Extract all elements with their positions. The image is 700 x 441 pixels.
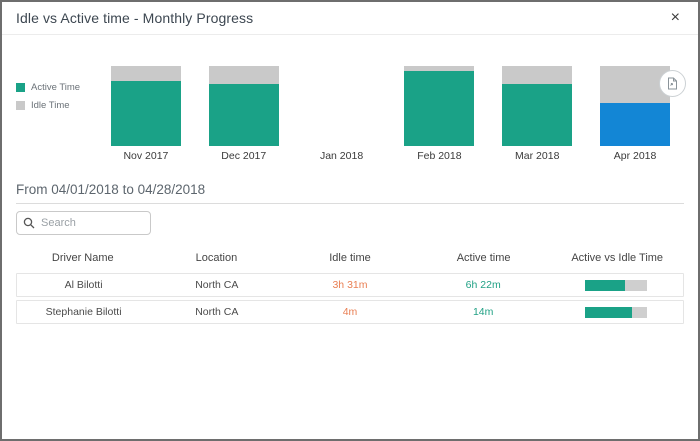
legend-item-idle-time[interactable]: Idle Time [16,100,97,111]
search-box [16,211,151,235]
chart-category-labels: Nov 2017 Dec 2017 Jan 2018 Feb 2018 Mar 2018… [97,150,684,162]
filter-section: From 04/01/2018 to 04/28/2018 [2,182,698,204]
idle-time-cell: 4m [342,306,358,318]
bar-month-nov-2017[interactable] [110,66,181,146]
bar-month-mar-2018[interactable] [502,66,573,146]
bar-segment-idle [208,66,279,84]
location-cell: North CA [195,306,239,318]
category-label: Jan 2018 [319,150,364,162]
table-body: Al Bilotti North CA 3h 31m 6h 22m Stephanie … [16,273,684,324]
progress-bar-fill [585,279,626,291]
active-vs-idle-cell [550,306,683,318]
active-time-cell: 6h 22m [465,279,501,291]
divider [16,203,684,204]
active-time-cell: 14m [472,306,494,318]
category-label: Nov 2017 [123,150,169,162]
search-input[interactable] [41,217,144,229]
drivers-table: Driver Name Location Idle time Active time A… [2,249,698,324]
chart-section: Active Time Idle Time Nov 2017 Dec 2017 Jan… [2,66,698,162]
bar-segment-idle [404,66,475,71]
progress-bar [585,279,648,291]
column-header: Active time [456,252,511,264]
search-icon [23,217,35,229]
chart-plot [97,66,684,146]
date-range-label: From 04/01/2018 to 04/28/2018 [16,182,206,197]
column-header: Active vs Idle Time [571,252,664,264]
bar-month-feb-2018[interactable] [404,66,475,146]
close-icon[interactable]: × [667,8,684,28]
bar-segment-idle [110,66,181,82]
legend-swatch-icon [16,83,25,92]
progress-bar-fill [585,306,632,318]
export-chart-icon [668,77,677,90]
bar-segment-active [110,81,181,146]
bar-month-apr-2018[interactable] [600,66,671,146]
table-header-row: Driver Name Location Idle time Active time A… [16,249,684,267]
bar-slot [390,66,488,146]
legend-label: Idle Time [31,100,70,111]
column-header: Idle time [329,252,371,264]
driver-name-cell: Stephanie Bilotti [45,306,122,318]
legend-swatch-icon [16,101,25,110]
search-row [2,204,698,235]
category-label: Apr 2018 [613,150,657,162]
driver-name-cell: Al Bilotti [64,279,103,291]
category-label: Feb 2018 [417,150,462,162]
bar-month-dec-2017[interactable] [208,66,279,146]
progress-bar [585,306,648,318]
bar-slot [293,66,391,146]
bar-segment-active [208,83,279,146]
idle-time-cell: 3h 31m [332,279,368,291]
legend-label: Active Time [31,82,81,93]
category-label: Dec 2017 [221,150,267,162]
table-row[interactable]: Al Bilotti North CA 3h 31m 6h 22m [16,273,684,297]
dialog-header: Idle vs Active time - Monthly Progress × [2,2,698,35]
location-cell: North CA [195,279,239,291]
column-header: Location [195,252,238,264]
bar-slot [97,66,195,146]
bar-segment-active [502,83,573,146]
bar-slot [586,66,684,146]
bar-segment-active [404,70,475,146]
column-header: Driver Name [51,252,114,264]
bar-segment-active [600,102,671,146]
bar-slot [488,66,586,146]
legend-item-active-time[interactable]: Active Time [16,82,97,93]
export-chart-button[interactable] [659,70,686,97]
active-vs-idle-cell [550,279,683,291]
chart-legend: Active Time Idle Time [16,66,97,146]
bar-segment-idle [502,66,573,84]
dialog-title: Idle vs Active time - Monthly Progress [16,10,254,26]
bar-slot [195,66,293,146]
category-label: Mar 2018 [515,150,560,162]
table-row[interactable]: Stephanie Bilotti North CA 4m 14m [16,300,684,324]
bar-segment-idle [600,66,671,103]
